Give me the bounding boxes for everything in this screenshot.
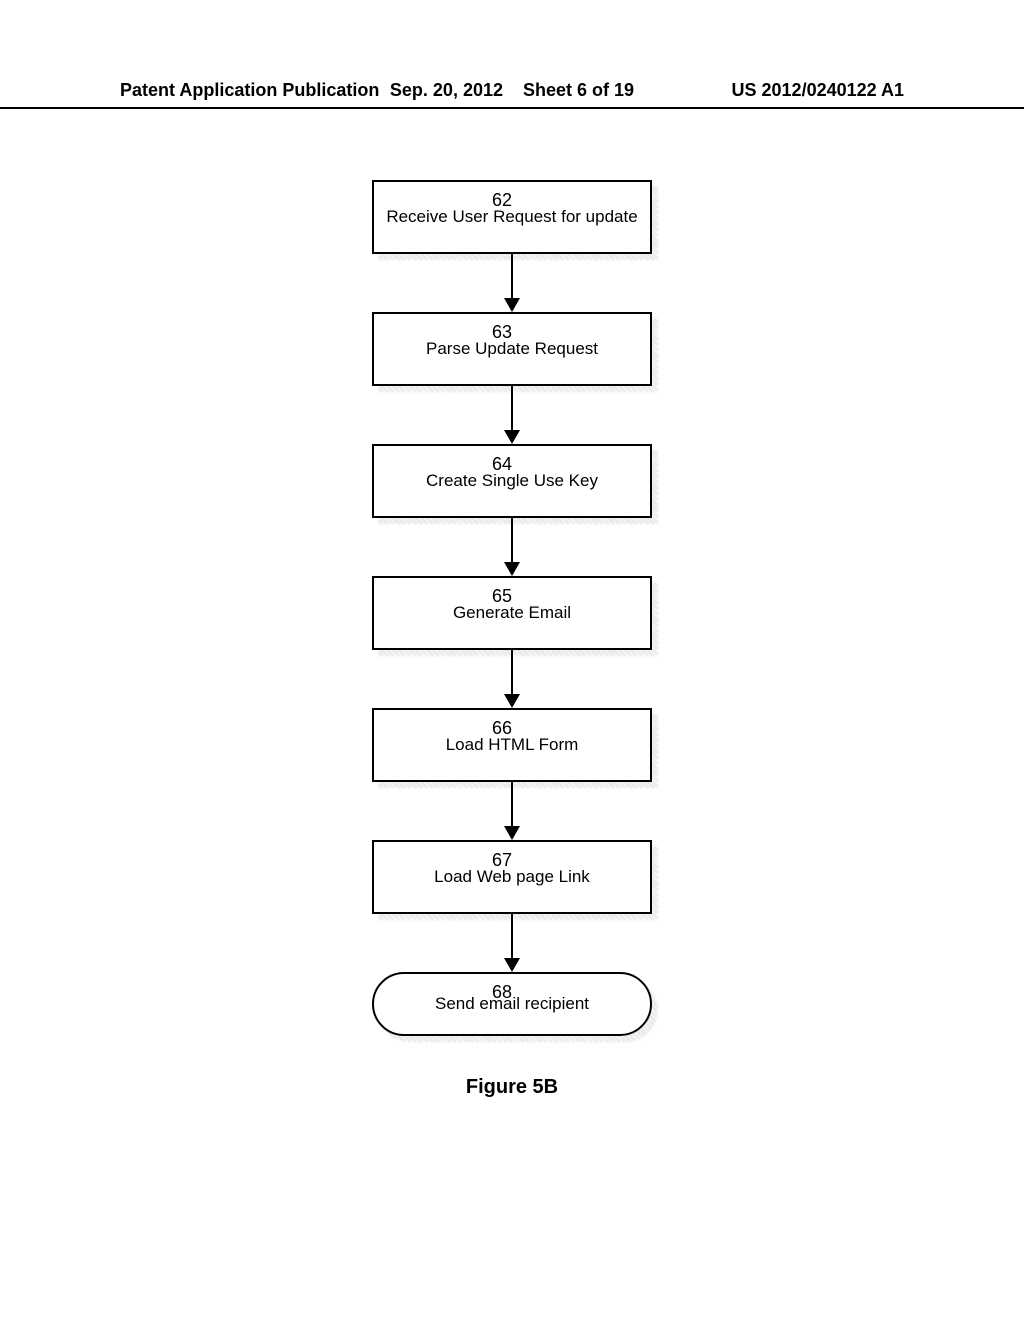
header-sheet: Sheet 6 of 19 xyxy=(523,80,634,100)
header-date: Sep. 20, 2012 xyxy=(390,80,503,100)
flow-arrow xyxy=(504,782,520,840)
flow-arrow xyxy=(504,914,520,972)
flow-node-ref: 67 xyxy=(492,850,512,871)
flow-node-ref: 66 xyxy=(492,718,512,739)
flow-node-ref: 68 xyxy=(492,982,512,1003)
flowchart: Receive User Request for update62 Parse U… xyxy=(0,180,1024,1099)
flow-step: Load HTML Form66 xyxy=(162,708,862,782)
flow-node-ref: 63 xyxy=(492,322,512,343)
flow-step: Send email recipient68 xyxy=(162,972,862,1036)
flow-step: Generate Email65 xyxy=(162,576,862,650)
flow-node-ref: 65 xyxy=(492,586,512,607)
flow-step: Parse Update Request63 xyxy=(162,312,862,386)
page: Patent Application Publication Sep. 20, … xyxy=(0,0,1024,1320)
flow-node-ref: 64 xyxy=(492,454,512,475)
flow-arrow xyxy=(504,386,520,444)
flow-arrow xyxy=(504,518,520,576)
header-left: Patent Application Publication xyxy=(120,80,381,101)
header-mid: Sep. 20, 2012 Sheet 6 of 19 xyxy=(381,80,642,101)
flow-step: Create Single Use Key64 xyxy=(162,444,862,518)
figure-caption: Figure 5B xyxy=(466,1076,558,1099)
flow-step: Receive User Request for update62 xyxy=(162,180,862,254)
flow-arrow xyxy=(504,254,520,312)
flow-node-ref: 62 xyxy=(492,190,512,211)
header-right: US 2012/0240122 A1 xyxy=(643,80,904,101)
flow-arrow xyxy=(504,650,520,708)
page-header: Patent Application Publication Sep. 20, … xyxy=(0,80,1024,109)
flow-step: Load Web page Link67 xyxy=(162,840,862,914)
